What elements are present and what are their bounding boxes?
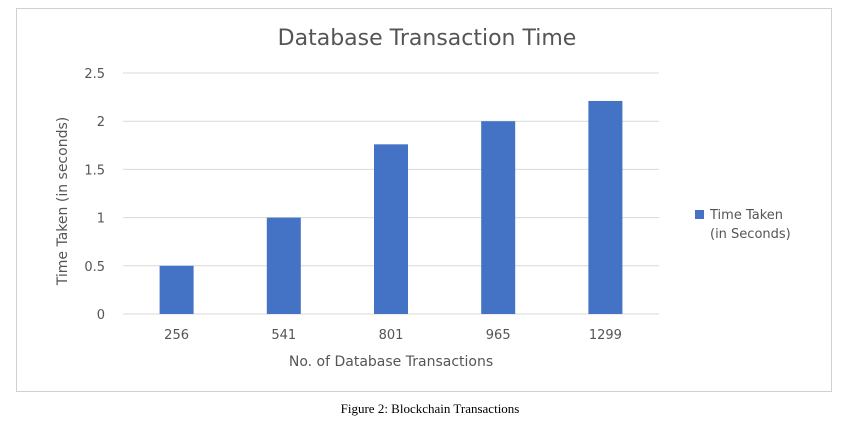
legend-swatch [695,210,704,219]
y-tick-label: 1 [97,212,105,227]
x-tick-label: 256 [164,328,189,343]
chart-title: Database Transaction Time [278,26,577,51]
y-tick-label: 0 [97,308,105,323]
bar-256 [159,265,194,314]
bar-801 [374,144,408,314]
y-axis-label: Time Taken (in seconds) [55,117,71,286]
y-tick-label: 2 [97,115,105,130]
x-axis-label: No. of Database Transactions [289,354,493,370]
bar-965 [481,121,516,314]
x-tick-label: 801 [379,328,404,343]
x-axis-ticks: 256 541 801 965 1299 [164,328,622,343]
x-tick-label: 965 [486,328,511,343]
legend: Time Taken (in Seconds) [695,208,791,242]
bar-541 [266,217,301,314]
x-tick-label: 541 [271,328,296,343]
y-tick-label: 2.5 [84,67,105,82]
chart-svg: Database Transaction Time 0 0.5 1 1.5 2 2.5 2… [55,26,791,370]
y-tick-label: 0.5 [84,260,105,275]
x-tick-label: 1299 [589,328,622,343]
chart-frame: Database Transaction Time 0 0.5 1 1.5 2 2.5 2… [16,8,832,392]
legend-label-line-1: Time Taken [709,208,783,223]
legend-label-line-2: (in Seconds) [710,227,791,242]
figure-caption: Figure 2: Blockchain Transactions [340,401,520,416]
y-tick-label: 1.5 [84,163,105,178]
y-axis-ticks: 0 0.5 1 1.5 2 2.5 [84,67,105,323]
bars [159,100,623,315]
bar-1299 [588,100,623,315]
